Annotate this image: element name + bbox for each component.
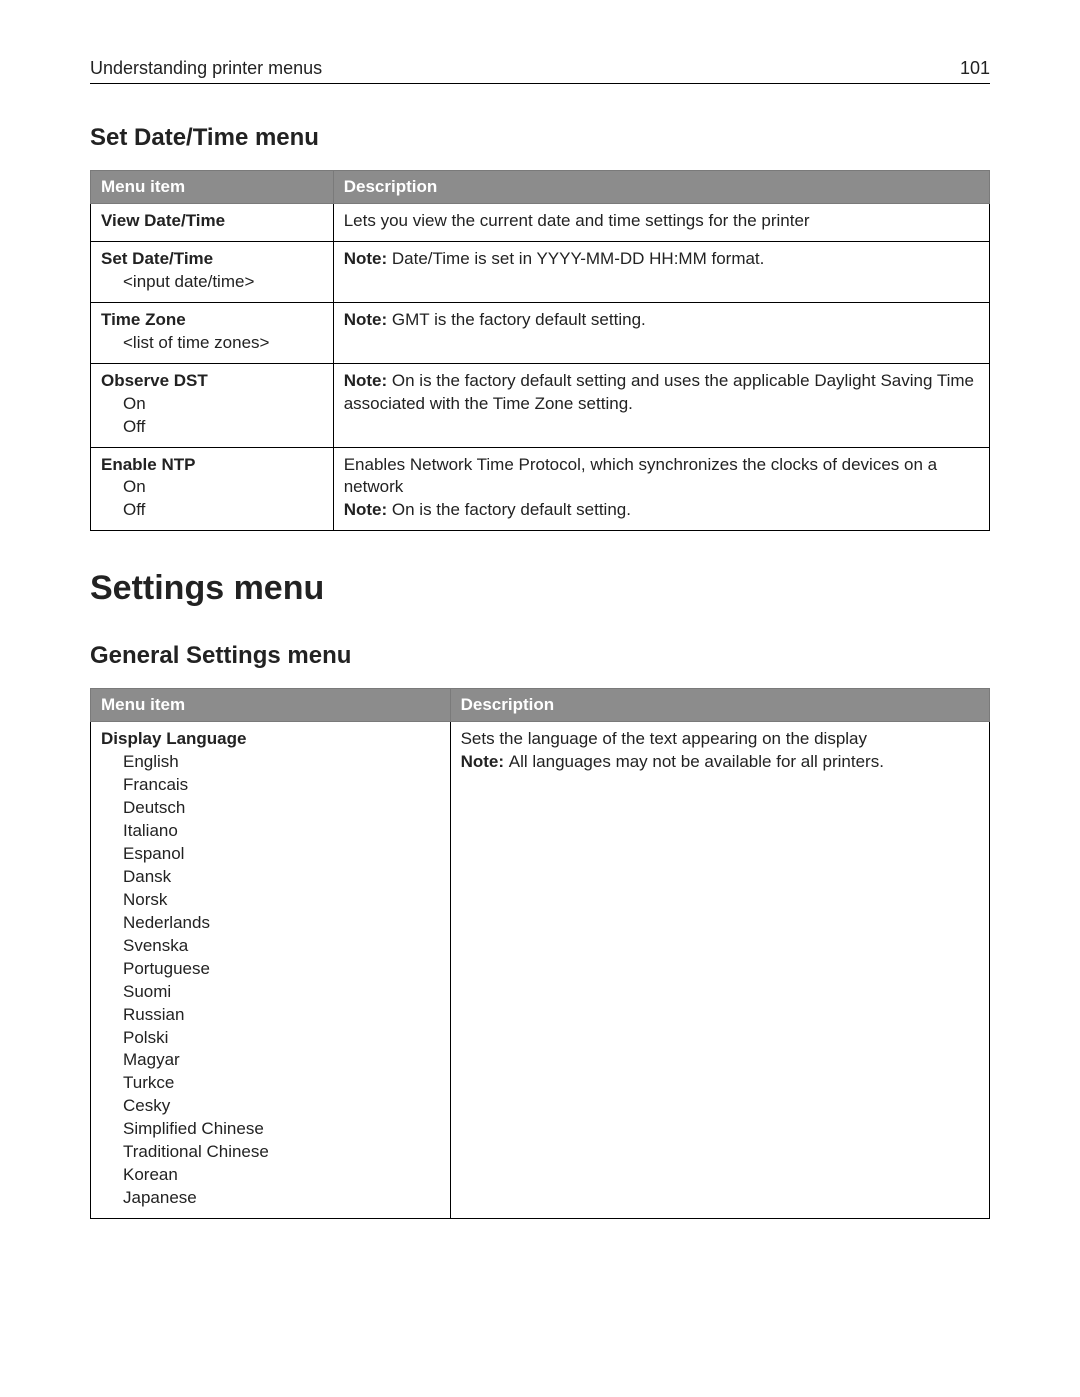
menu-item-cell: Observe DST OnOff bbox=[91, 363, 334, 447]
menu-item-option: Japanese bbox=[123, 1187, 440, 1210]
table-row: Set Date/Time <input date/time> Note: Date… bbox=[91, 241, 990, 302]
menu-item-title: Observe DST bbox=[101, 371, 208, 390]
description-cell: Enables Network Time Protocol, which syn… bbox=[333, 447, 989, 531]
menu-item-option: Simplified Chinese bbox=[123, 1118, 440, 1141]
menu-item-options: EnglishFrancaisDeutschItalianoEspanolDan… bbox=[101, 751, 440, 1210]
menu-item-option: Polski bbox=[123, 1027, 440, 1050]
description-text: Enables Network Time Protocol, which syn… bbox=[344, 454, 979, 500]
page: Understanding printer menus 101 Set Date… bbox=[0, 0, 1080, 1289]
note-label: Note: bbox=[461, 752, 509, 771]
note-label: Note: bbox=[344, 249, 392, 268]
menu-item-option: Korean bbox=[123, 1164, 440, 1187]
note-text: GMT is the factory default setting. bbox=[392, 310, 646, 329]
note-label: Note: bbox=[344, 310, 392, 329]
table-row: Display Language EnglishFrancaisDeutschI… bbox=[91, 722, 990, 1219]
menu-item-cell: View Date/Time bbox=[91, 204, 334, 242]
menu-item-option: Norsk bbox=[123, 889, 440, 912]
menu-item-cell: Set Date/Time <input date/time> bbox=[91, 241, 334, 302]
col-header-description: Description bbox=[450, 689, 989, 722]
menu-item-option: Off bbox=[123, 416, 323, 439]
table-set-date-time: Menu item Description View Date/Time Lets… bbox=[90, 170, 990, 531]
menu-item-title: View Date/Time bbox=[101, 211, 225, 230]
menu-item-option: Turkce bbox=[123, 1072, 440, 1095]
menu-item-option: Italiano bbox=[123, 820, 440, 843]
heading-settings-menu: Settings menu bbox=[90, 569, 990, 608]
menu-item-option: Portuguese bbox=[123, 958, 440, 981]
description-cell: Note: GMT is the factory default setting… bbox=[333, 302, 989, 363]
description-note: Note: On is the factory default setting … bbox=[344, 370, 979, 416]
col-header-menu-item: Menu item bbox=[91, 689, 451, 722]
table-general-settings: Menu item Description Display Language E… bbox=[90, 688, 990, 1219]
menu-item-option: Svenska bbox=[123, 935, 440, 958]
table-row: Observe DST OnOff Note: On is the factory … bbox=[91, 363, 990, 447]
table-row: View Date/Time Lets you view the current … bbox=[91, 204, 990, 242]
description-cell: Sets the language of the text appearing … bbox=[450, 722, 989, 1219]
menu-item-option: Magyar bbox=[123, 1049, 440, 1072]
menu-item-option: Dansk bbox=[123, 866, 440, 889]
table-row: Time Zone <list of time zones> Note: GMT i… bbox=[91, 302, 990, 363]
menu-item-option: On bbox=[123, 393, 323, 416]
menu-item-option: Francais bbox=[123, 774, 440, 797]
menu-item-title: Display Language bbox=[101, 729, 246, 748]
description-text: Sets the language of the text appearing … bbox=[461, 728, 979, 751]
menu-item-cell: Time Zone <list of time zones> bbox=[91, 302, 334, 363]
menu-item-option: Espanol bbox=[123, 843, 440, 866]
description-cell: Lets you view the current date and time … bbox=[333, 204, 989, 242]
menu-item-options: <input date/time> bbox=[101, 271, 323, 294]
menu-item-options: OnOff bbox=[101, 393, 323, 439]
menu-item-options: <list of time zones> bbox=[101, 332, 323, 355]
menu-item-option: Russian bbox=[123, 1004, 440, 1027]
note-text: On is the factory default setting. bbox=[392, 500, 631, 519]
col-header-description: Description bbox=[333, 171, 989, 204]
table-row: Enable NTP OnOff Enables Network Time Prot… bbox=[91, 447, 990, 531]
note-text: Date/Time is set in YYYY-MM-DD HH:MM for… bbox=[392, 249, 765, 268]
page-number: 101 bbox=[960, 58, 990, 79]
menu-item-options: OnOff bbox=[101, 476, 323, 522]
section-heading-set-date-time: Set Date/Time menu bbox=[90, 124, 990, 152]
note-label: Note: bbox=[344, 500, 392, 519]
menu-item-option: Deutsch bbox=[123, 797, 440, 820]
menu-item-option: On bbox=[123, 476, 323, 499]
section-heading-general-settings: General Settings menu bbox=[90, 642, 990, 670]
description-cell: Note: On is the factory default setting … bbox=[333, 363, 989, 447]
menu-item-title: Enable NTP bbox=[101, 455, 195, 474]
running-title: Understanding printer menus bbox=[90, 58, 322, 79]
running-header: Understanding printer menus 101 bbox=[90, 58, 990, 84]
menu-item-cell: Display Language EnglishFrancaisDeutschI… bbox=[91, 722, 451, 1219]
note-text: On is the factory default setting and us… bbox=[344, 371, 974, 413]
menu-item-title: Time Zone bbox=[101, 310, 186, 329]
menu-item-title: Set Date/Time bbox=[101, 249, 213, 268]
menu-item-option: <input date/time> bbox=[123, 271, 323, 294]
description-cell: Note: Date/Time is set in YYYY-MM-DD HH:… bbox=[333, 241, 989, 302]
menu-item-option: English bbox=[123, 751, 440, 774]
note-text: All languages may not be available for a… bbox=[509, 752, 884, 771]
menu-item-option: Nederlands bbox=[123, 912, 440, 935]
description-note: Note: On is the factory default setting. bbox=[344, 499, 979, 522]
menu-item-option: Cesky bbox=[123, 1095, 440, 1118]
menu-item-option: Suomi bbox=[123, 981, 440, 1004]
description-note: Note: All languages may not be available… bbox=[461, 751, 979, 774]
menu-item-option: Traditional Chinese bbox=[123, 1141, 440, 1164]
menu-item-cell: Enable NTP OnOff bbox=[91, 447, 334, 531]
note-label: Note: bbox=[344, 371, 392, 390]
description-note: Note: Date/Time is set in YYYY-MM-DD HH:… bbox=[344, 248, 979, 271]
col-header-menu-item: Menu item bbox=[91, 171, 334, 204]
menu-item-option: <list of time zones> bbox=[123, 332, 323, 355]
description-note: Note: GMT is the factory default setting… bbox=[344, 309, 979, 332]
menu-item-option: Off bbox=[123, 499, 323, 522]
description-text: Lets you view the current date and time … bbox=[344, 210, 979, 233]
